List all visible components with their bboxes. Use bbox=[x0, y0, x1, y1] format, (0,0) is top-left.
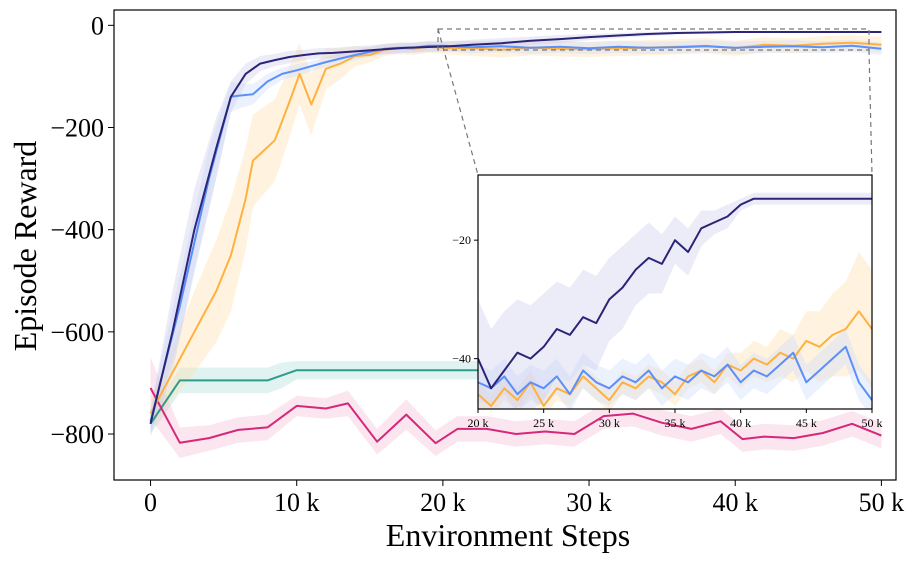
zoom-connector-right bbox=[868, 49, 873, 176]
main-band-teal bbox=[150, 361, 502, 434]
main-x-ticks: 0 10 k 20 k 30 k 40 k 50 k bbox=[144, 480, 904, 517]
inset-x-tick-label: 40 k bbox=[730, 416, 751, 430]
main-y-tick-label: 0 bbox=[91, 11, 104, 40]
inset-x-tick-label: 45 k bbox=[796, 416, 817, 430]
main-confidence-bands bbox=[150, 30, 882, 458]
main-line-pink bbox=[149, 387, 882, 445]
inset-x-tick-label: 30 k bbox=[599, 416, 620, 430]
main-line-teal bbox=[149, 369, 502, 425]
main-y-ticks: 0 −200 −400 −600 −800 bbox=[50, 11, 114, 449]
main-y-tick-label: −200 bbox=[50, 114, 104, 143]
zoom-region-box bbox=[437, 28, 870, 51]
y-axis-title: Episode Reward bbox=[7, 141, 43, 352]
inset-band-blue bbox=[478, 329, 872, 409]
x-axis-title: Environment Steps bbox=[386, 517, 630, 553]
main-line-navy bbox=[149, 31, 882, 425]
main-x-tick-label: 50 k bbox=[859, 488, 905, 517]
inset-x-tick-label: 35 k bbox=[665, 416, 686, 430]
main-x-tick-label: 20 k bbox=[420, 488, 466, 517]
main-y-tick-label: −600 bbox=[50, 318, 104, 347]
inset-band-navy bbox=[478, 192, 872, 409]
inset-y-tick-label: −20 bbox=[452, 233, 471, 247]
main-x-tick-label: 10 k bbox=[274, 488, 320, 517]
inset-background bbox=[478, 175, 872, 409]
main-y-tick-label: −400 bbox=[50, 216, 104, 245]
inset-plot: 20 k 25 k 30 k 35 k 40 k 45 k 50 k −20 −40 bbox=[452, 174, 883, 430]
main-series-lines bbox=[149, 31, 882, 445]
main-x-tick-label: 30 k bbox=[566, 488, 612, 517]
inset-x-tick-label: 20 k bbox=[468, 416, 489, 430]
inset-x-tick-label: 25 k bbox=[533, 416, 554, 430]
main-plot-frame bbox=[113, 9, 897, 481]
inset-series-lines bbox=[478, 197, 872, 407]
main-x-tick-label: 40 k bbox=[712, 488, 758, 517]
main-plot: 0 10 k 20 k 30 k 40 k 50 k 0 −200 −400 −600 −800 bbox=[50, 9, 904, 517]
inset-y-ticks: −20 −40 bbox=[452, 233, 478, 366]
inset-x-tick-label: 50 k bbox=[862, 416, 883, 430]
main-band-pink bbox=[150, 357, 882, 458]
main-x-tick-label: 0 bbox=[144, 488, 157, 517]
zoom-connector-left bbox=[437, 28, 479, 176]
main-y-tick-label: −800 bbox=[50, 420, 104, 449]
inset-line-blue bbox=[478, 345, 872, 401]
inset-line-navy bbox=[478, 197, 872, 390]
inset-line-orange bbox=[478, 310, 872, 407]
inset-y-tick-label: −40 bbox=[452, 352, 471, 366]
inset-x-ticks: 20 k 25 k 30 k 35 k 40 k 45 k 50 k bbox=[468, 409, 883, 430]
